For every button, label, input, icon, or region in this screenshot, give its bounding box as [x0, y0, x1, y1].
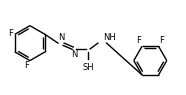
Text: F: F — [24, 61, 29, 70]
Text: N: N — [58, 33, 64, 42]
Text: F: F — [136, 36, 141, 45]
Text: NH: NH — [103, 33, 116, 42]
Text: F: F — [8, 29, 13, 38]
Text: N: N — [71, 50, 78, 59]
Text: F: F — [160, 36, 164, 45]
Text: SH: SH — [82, 63, 94, 72]
